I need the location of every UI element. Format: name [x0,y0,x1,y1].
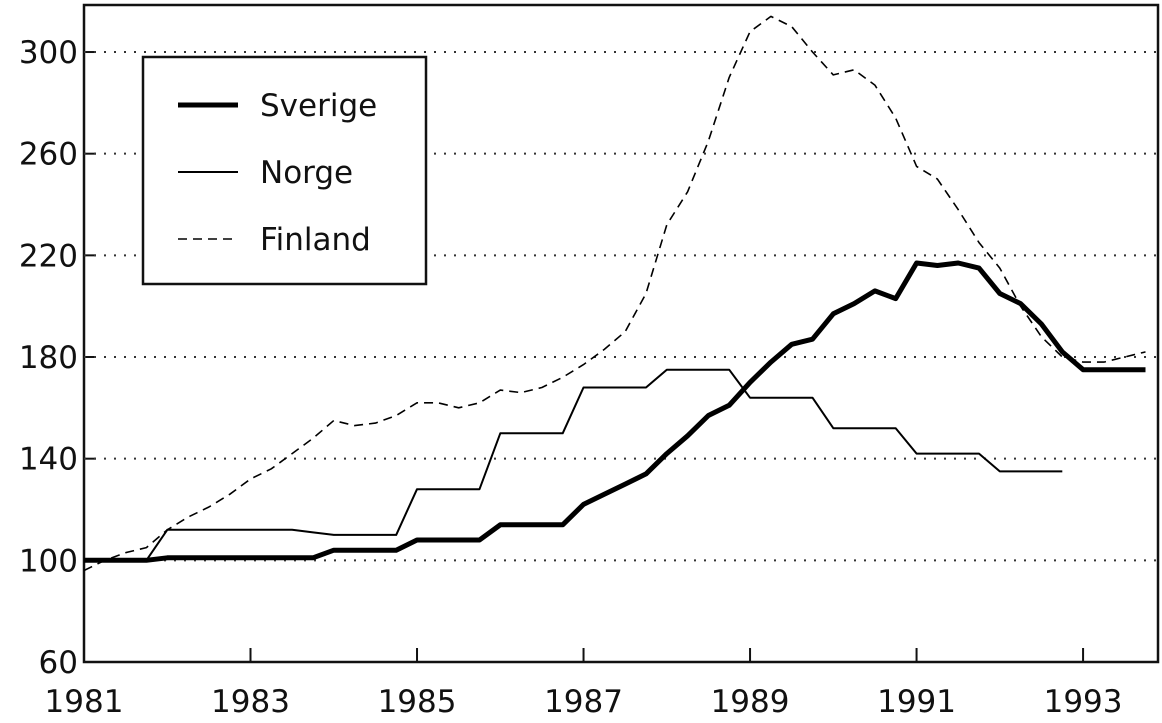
legend-box [141,55,428,286]
x-tick-label: 1985 [378,684,457,719]
y-tick-label: 100 [19,543,78,579]
y-tick-label: 180 [19,340,78,376]
x-tick-label: 1983 [211,684,290,719]
plot-frame [82,3,1160,664]
x-tick-label: 1989 [711,684,790,719]
x-tick-label: 1981 [45,684,124,719]
x-tick-label: 1991 [877,684,956,719]
y-tick-label: 140 [19,442,78,478]
x-tick-label: 1987 [544,684,623,719]
series-line [84,260,1146,563]
series-line [83,15,1146,572]
legend-label: Sverige [260,88,377,124]
legend-label: Norge [260,155,353,191]
legend-label: Finland [260,222,371,258]
y-tick-label: 300 [19,35,78,71]
x-tick-label: 1993 [1044,684,1123,719]
series-line [84,368,1063,562]
y-tick-label: 60 [39,645,78,681]
y-tick-label: 220 [19,238,78,274]
y-tick-label: 260 [19,137,78,173]
